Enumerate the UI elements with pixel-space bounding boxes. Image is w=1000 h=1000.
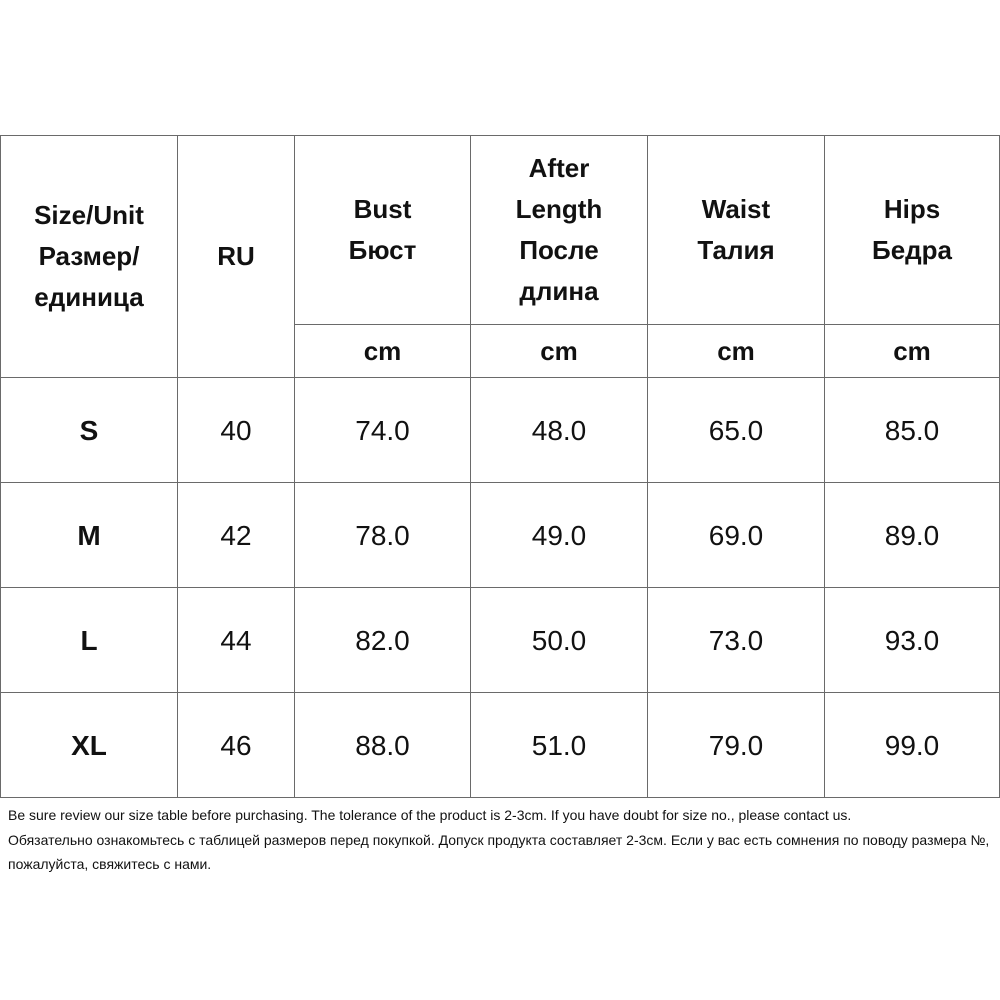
header-hips-en: Hips — [883, 194, 941, 224]
cell-size: XL — [0, 692, 178, 798]
size-note-ru: Обязательно ознакомьтесь с таблицей разм… — [8, 831, 990, 873]
cell-hips: 89.0 — [824, 482, 1000, 588]
cell-waist: 65.0 — [647, 377, 825, 483]
cell-length: 51.0 — [470, 692, 648, 798]
cell-length: 50.0 — [470, 587, 648, 693]
size-note: Be sure review our size table before pur… — [8, 803, 998, 877]
header-waist-ru: Талия — [697, 235, 775, 265]
cell-length: 49.0 — [470, 482, 648, 588]
cell-hips: 85.0 — [824, 377, 1000, 483]
cell-waist: 69.0 — [647, 482, 825, 588]
header-size-unit: Size/Unit Размер/ единица — [0, 135, 178, 378]
header-size-unit-ru-1: Размер/ — [38, 241, 140, 271]
cell-bust: 74.0 — [294, 377, 471, 483]
header-after-length: After Length После длина — [470, 135, 648, 325]
header-bust-en: Bust — [353, 194, 412, 224]
header-ru: RU — [177, 135, 295, 378]
cell-waist: 73.0 — [647, 587, 825, 693]
cell-bust: 88.0 — [294, 692, 471, 798]
unit-hips: cm — [824, 324, 1000, 378]
header-waist: Waist Талия — [647, 135, 825, 325]
cell-length: 48.0 — [470, 377, 648, 483]
table-row: L 44 82.0 50.0 73.0 93.0 — [0, 587, 1000, 693]
size-note-en: Be sure review our size table before pur… — [8, 807, 852, 823]
header-size-unit-ru-2: единица — [34, 282, 144, 312]
header-size-unit-en: Size/Unit — [34, 200, 144, 230]
cell-ru: 42 — [177, 482, 295, 588]
unit-bust: cm — [294, 324, 471, 378]
header-waist-en: Waist — [701, 194, 771, 224]
header-after-length-en-1: After — [528, 153, 590, 183]
cell-bust: 78.0 — [294, 482, 471, 588]
table-row: M 42 78.0 49.0 69.0 89.0 — [0, 482, 1000, 588]
unit-after-length: cm — [470, 324, 648, 378]
header-bust-ru: Бюст — [348, 235, 417, 265]
table-row: S 40 74.0 48.0 65.0 85.0 — [0, 377, 1000, 483]
cell-ru: 40 — [177, 377, 295, 483]
header-after-length-ru-2: длина — [519, 276, 599, 306]
cell-ru: 46 — [177, 692, 295, 798]
cell-size: S — [0, 377, 178, 483]
header-hips-ru: Бедра — [872, 235, 952, 265]
cell-waist: 79.0 — [647, 692, 825, 798]
header-hips: Hips Бедра — [824, 135, 1000, 325]
header-row: Size/Unit Размер/ единица RU Bust Бюст A… — [0, 135, 1000, 378]
header-bust: Bust Бюст — [294, 135, 471, 325]
header-after-length-en-2: Length — [515, 194, 603, 224]
cell-size: L — [0, 587, 178, 693]
cell-bust: 82.0 — [294, 587, 471, 693]
cell-hips: 93.0 — [824, 587, 1000, 693]
header-after-length-ru-1: После — [519, 235, 599, 265]
cell-size: M — [0, 482, 178, 588]
cell-ru: 44 — [177, 587, 295, 693]
cell-hips: 99.0 — [824, 692, 1000, 798]
size-table: Size/Unit Размер/ единица RU Bust Бюст A… — [0, 135, 1000, 798]
table-row: XL 46 88.0 51.0 79.0 99.0 — [0, 692, 1000, 798]
unit-waist: cm — [647, 324, 825, 378]
